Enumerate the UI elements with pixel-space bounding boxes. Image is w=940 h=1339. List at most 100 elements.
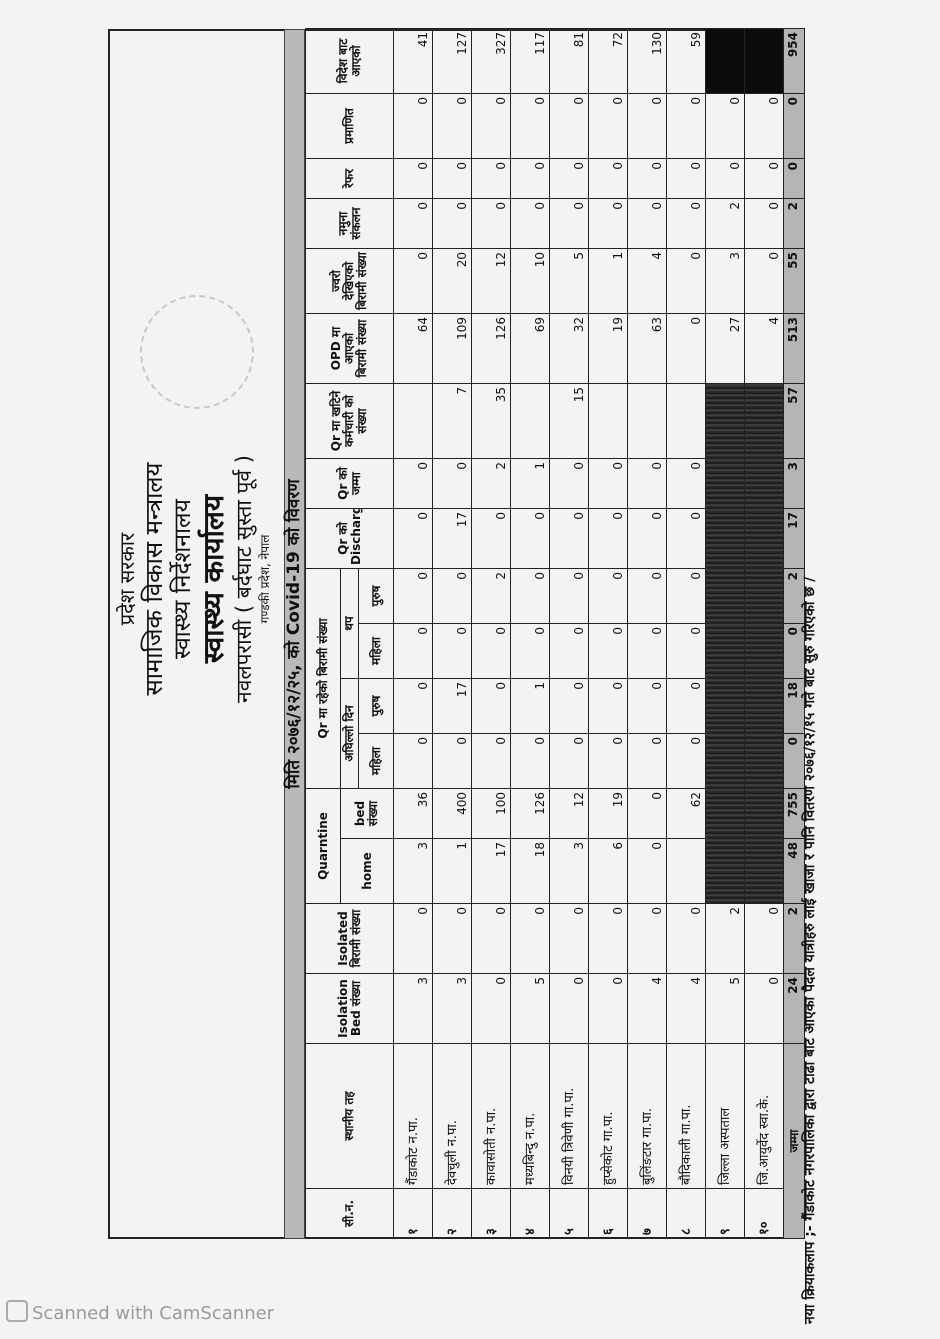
row-cell: 5: [549, 248, 589, 314]
row-cell: 0: [588, 973, 628, 1044]
row-cell: 0: [393, 733, 433, 789]
masked-cell: [705, 623, 745, 679]
row-cell: 0: [744, 198, 784, 249]
row-cell: 69: [510, 313, 550, 384]
row-cell: 0: [588, 903, 628, 974]
row-cell: 0: [471, 623, 511, 679]
row-cell: [588, 383, 628, 459]
row-cell: 0: [627, 158, 667, 199]
row-sn: १: [393, 1188, 433, 1239]
row-cell: 0: [549, 903, 589, 974]
row-cell: 41: [393, 28, 433, 94]
masked-cell: [705, 733, 745, 789]
row-cell: 0: [627, 838, 667, 904]
row-cell: 0: [666, 568, 706, 624]
row-cell: 0: [705, 93, 745, 159]
masked-cell: [744, 458, 784, 509]
total-cell: 0: [783, 93, 805, 159]
row-cell: 81: [549, 28, 589, 94]
row-cell: 0: [471, 973, 511, 1044]
masked-cell: [705, 28, 745, 94]
row-cell: 0: [393, 198, 433, 249]
row-local-level: मध्यबिन्दु न.पा.: [510, 1043, 550, 1189]
table-row: ४ मध्यबिन्दु न.पा. 5 0 18 126 0 1 0 0 0 1 69 10 0 0 0 117: [510, 28, 550, 1239]
row-cell: 0: [588, 623, 628, 679]
row-cell: 0: [627, 733, 667, 789]
total-cell: 954: [783, 28, 805, 94]
row-cell: 5: [510, 973, 550, 1044]
row-cell: 126: [471, 313, 511, 384]
masked-cell: [744, 623, 784, 679]
row-cell: 4: [627, 248, 667, 314]
row-cell: 1: [588, 248, 628, 314]
header-added: थप: [340, 568, 359, 679]
row-cell: 0: [432, 458, 472, 509]
row-cell: [510, 383, 550, 459]
row-sn: ४: [510, 1188, 550, 1239]
header-qr-total: Qr को जम्मा: [305, 458, 394, 509]
province-name: गण्डकी प्रदेश, नेपाल: [258, 534, 272, 624]
row-cell: 4: [666, 973, 706, 1044]
masked-cell: [705, 678, 745, 734]
table-row: ७ बुलिंङटार गा.पा. 4 0 0 0 0 0 0 0 0 0 63 4 0 0 0 130: [627, 28, 667, 1239]
row-cell: 0: [549, 733, 589, 789]
table-row: १ गैंडाकोट न.पा. 3 0 3 36 0 0 0 0 0 0 64 0 0 0 0 41: [393, 28, 433, 1239]
total-cell: 57: [783, 383, 805, 459]
header-isolated: Isolated बिरामी संख्या: [305, 903, 394, 974]
row-sn: ८: [666, 1188, 706, 1239]
table-row: १० जि.आयुर्वेद स्वा.के. 0 0 4 0 0 0 0: [744, 28, 784, 1239]
row-sn: ७: [627, 1188, 667, 1239]
masked-cell: [744, 28, 784, 94]
row-cell: 0: [627, 788, 667, 839]
total-cell: 3: [783, 458, 805, 509]
row-cell: 0: [549, 508, 589, 569]
row-cell: 2: [471, 568, 511, 624]
row-cell: 35: [471, 383, 511, 459]
row-cell: 4: [744, 313, 784, 384]
masked-cell: [705, 568, 745, 624]
row-cell: 1: [510, 458, 550, 509]
row-cell: 3: [705, 248, 745, 314]
row-cell: 12: [471, 248, 511, 314]
header-quarantine: Quarntine: [305, 788, 341, 904]
total-cell: 17: [783, 508, 805, 569]
row-cell: 0: [471, 198, 511, 249]
row-cell: 0: [588, 733, 628, 789]
row-cell: 130: [627, 28, 667, 94]
row-cell: [627, 383, 667, 459]
row-cell: 0: [666, 678, 706, 734]
row-sn: ९: [705, 1188, 745, 1239]
row-cell: 0: [666, 198, 706, 249]
row-cell: 0: [588, 158, 628, 199]
row-cell: 0: [627, 568, 667, 624]
row-cell: 17: [471, 838, 511, 904]
row-cell: 0: [432, 623, 472, 679]
total-cell: 2: [783, 198, 805, 249]
row-cell: 19: [588, 788, 628, 839]
row-cell: 0: [549, 158, 589, 199]
row-cell: 18: [510, 838, 550, 904]
row-sn: ३: [471, 1188, 511, 1239]
row-cell: 0: [549, 198, 589, 249]
row-cell: 0: [549, 458, 589, 509]
row-cell: 0: [666, 313, 706, 384]
row-cell: 0: [549, 93, 589, 159]
covid-report-table: सी.न. स्थानीय तह Isolation Bed संख्या Is…: [305, 28, 805, 1239]
row-cell: 0: [744, 93, 784, 159]
header-prev-female: महिला: [358, 733, 394, 789]
masked-cell: [744, 733, 784, 789]
masked-cell: [705, 458, 745, 509]
row-cell: 0: [432, 568, 472, 624]
row-sn: ६: [588, 1188, 628, 1239]
row-cell: 0: [432, 93, 472, 159]
table-row: ६ हुप्सेकोट गा.पा. 0 0 6 19 0 0 0 0 0 0 19 1 0 0 0 72: [588, 28, 628, 1239]
row-cell: 0: [510, 733, 550, 789]
row-cell: 0: [510, 508, 550, 569]
header-previous-day: अघिल्लो दिन: [340, 678, 359, 789]
directorate-name: स्वास्थ्य निर्देशनालय: [170, 499, 196, 659]
row-cell: 0: [588, 568, 628, 624]
row-cell: 0: [510, 903, 550, 974]
row-cell: 0: [393, 458, 433, 509]
row-cell: 0: [744, 903, 784, 974]
